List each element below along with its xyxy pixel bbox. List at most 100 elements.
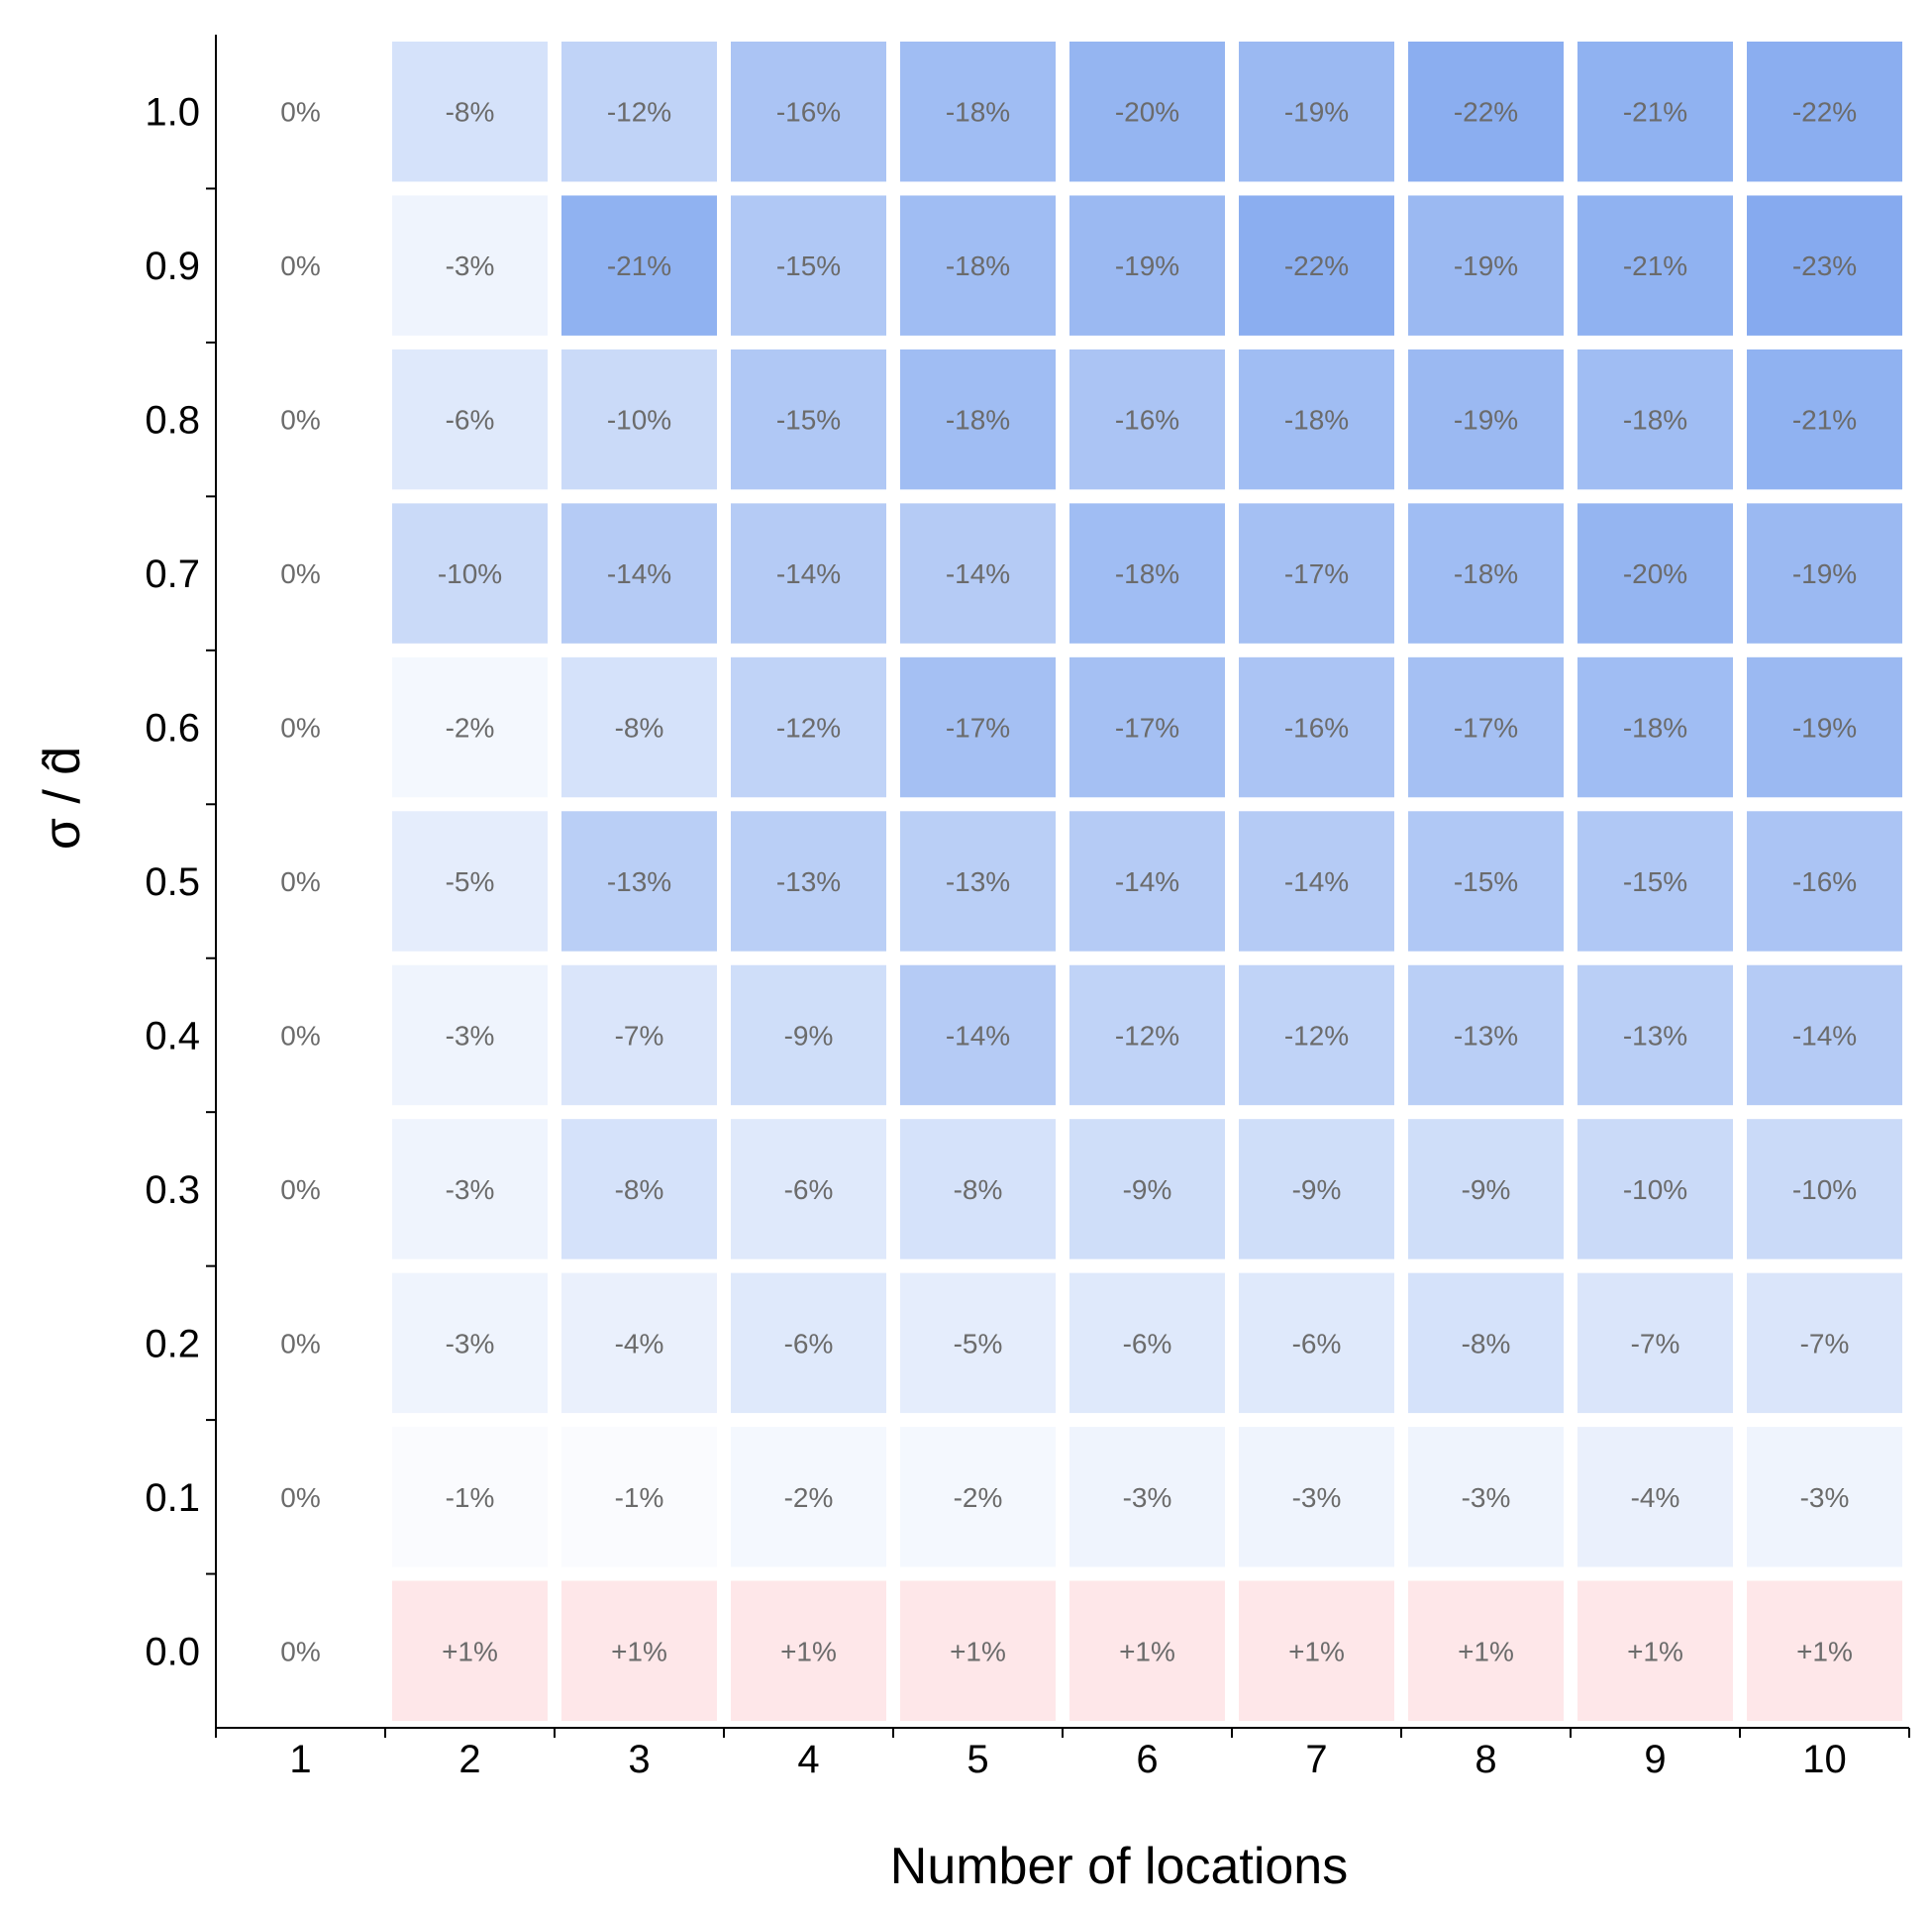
y-tick-label: 0.4 — [145, 1014, 200, 1057]
cell-value-label: +1% — [1119, 1636, 1175, 1666]
cell-value-label: -1% — [446, 1482, 495, 1513]
heatmap-cell — [392, 503, 548, 644]
heatmap-cell — [1239, 1272, 1394, 1414]
cell-value-label: -21% — [1792, 405, 1857, 436]
heatmap-cell — [731, 349, 886, 490]
cell-value-label: -8% — [615, 713, 664, 744]
heatmap-cell — [223, 349, 378, 490]
cell-value-label: 0% — [280, 405, 320, 436]
cell-value-label: -6% — [1123, 1328, 1172, 1358]
heatmap-cell — [1408, 42, 1564, 182]
heatmap-cell — [392, 1427, 548, 1567]
cell-value-label: -16% — [1792, 866, 1857, 897]
heatmap-cell — [1069, 964, 1225, 1106]
cell-value-label: -4% — [1631, 1482, 1680, 1513]
cell-value-label: -15% — [1454, 866, 1518, 897]
heatmap-cell — [900, 503, 1056, 644]
y-tick-label: 0.3 — [145, 1168, 200, 1212]
y-ticks: 1.0 0.9 0.8 0.7 0.6 0.5 0.4 0.3 0.2 0.1 0.0 — [145, 91, 216, 1673]
heatmap-cell — [561, 503, 717, 644]
heatmap-cell — [1239, 964, 1394, 1106]
cell-value-label: -8% — [446, 97, 495, 128]
heatmap-cell — [1577, 1272, 1733, 1414]
cell-value-label: -12% — [1115, 1020, 1179, 1051]
heatmap-cell — [1577, 1119, 1733, 1259]
cell-value-label: -15% — [1623, 866, 1687, 897]
heatmap-cell — [1747, 42, 1902, 182]
x-axis-title: Number of locations — [890, 1838, 1348, 1895]
heatmap-cell — [731, 1580, 886, 1721]
cell-value-label: -20% — [1623, 558, 1687, 589]
cell-value-label: -7% — [615, 1020, 664, 1051]
heatmap-cell — [1239, 503, 1394, 644]
heatmap-cell — [1069, 1580, 1225, 1721]
heatmap-cell — [731, 1272, 886, 1414]
heatmap-cell — [1069, 42, 1225, 182]
heatmap-cell — [1747, 1272, 1902, 1414]
heatmap-cell — [900, 811, 1056, 952]
cell-value-label: -19% — [1284, 97, 1349, 128]
heatmap-cell — [1239, 349, 1394, 490]
heatmap-cell — [1069, 349, 1225, 490]
cell-value-label: -6% — [1292, 1328, 1342, 1358]
heatmap-cell — [1069, 811, 1225, 952]
heatmap-cell — [900, 1427, 1056, 1567]
heatmap-cell — [731, 503, 886, 644]
cell-value-label: -14% — [607, 558, 671, 589]
heatmap-cell — [561, 42, 717, 182]
cell-value-label: -8% — [1462, 1328, 1511, 1358]
heatmap-cell — [1747, 964, 1902, 1106]
cell-value-label: -16% — [1284, 713, 1349, 744]
y-tick-label: 0.8 — [145, 399, 200, 443]
cell-value-label: -19% — [1792, 558, 1857, 589]
heatmap-cell — [1577, 656, 1733, 798]
heatmap-cell — [900, 42, 1056, 182]
cell-value-label: +1% — [1288, 1636, 1345, 1666]
cell-value-label: +1% — [442, 1636, 498, 1666]
cell-value-label: -6% — [784, 1174, 834, 1205]
cell-value-label: 0% — [280, 866, 320, 897]
cell-value-label: -13% — [1454, 1020, 1518, 1051]
cell-value-label: -16% — [1115, 405, 1179, 436]
cell-value-label: -3% — [446, 1020, 495, 1051]
heatmap-cell — [561, 1272, 717, 1414]
cell-value-label: -15% — [776, 405, 841, 436]
cell-value-label: -3% — [1292, 1482, 1342, 1513]
cell-value-label: +1% — [1458, 1636, 1514, 1666]
cell-value-label: -13% — [1623, 1020, 1687, 1051]
cell-value-label: -14% — [946, 558, 1010, 589]
cell-value-label: -23% — [1792, 251, 1857, 281]
cell-value-label: -19% — [1792, 713, 1857, 744]
heatmap-cell — [1239, 1119, 1394, 1259]
heatmap-cell — [1747, 503, 1902, 644]
cell-value-label: -14% — [1115, 866, 1179, 897]
heatmap-cell — [731, 195, 886, 336]
heatmap-cell — [1408, 349, 1564, 490]
cell-value-label: -9% — [1292, 1174, 1342, 1205]
y-tick-label: 0.2 — [145, 1322, 200, 1365]
heatmap-cell — [392, 656, 548, 798]
heatmap-cell — [1239, 42, 1394, 182]
heatmap-cell — [1577, 1427, 1733, 1567]
heatmap-cell — [561, 1119, 717, 1259]
cell-value-label: -18% — [1623, 713, 1687, 744]
x-tick-label: 10 — [1802, 1738, 1847, 1781]
cell-value-label: +1% — [1796, 1636, 1853, 1666]
heatmap-cell — [1577, 349, 1733, 490]
cell-value-label: -9% — [1462, 1174, 1511, 1205]
cell-value-label: 0% — [280, 1636, 320, 1666]
cell-value-label: -18% — [946, 97, 1010, 128]
heatmap-cell — [1239, 195, 1394, 336]
x-tick-label: 4 — [797, 1738, 819, 1781]
cell-value-label: -3% — [446, 251, 495, 281]
heatmap-cell — [1408, 1427, 1564, 1567]
heatmap-cell — [392, 1119, 548, 1259]
x-ticks: 1 2 3 4 5 6 7 8 9 10 — [215, 1728, 1910, 1781]
cell-value-label: -19% — [1115, 251, 1179, 281]
x-tick-label: 3 — [628, 1738, 650, 1781]
cell-value-label: -19% — [1454, 251, 1518, 281]
heatmap-cell — [900, 964, 1056, 1106]
y-tick-label: 0.9 — [145, 245, 200, 288]
heatmap-cell — [1408, 1272, 1564, 1414]
